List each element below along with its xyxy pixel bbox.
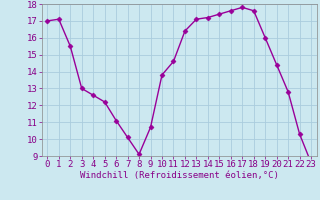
X-axis label: Windchill (Refroidissement éolien,°C): Windchill (Refroidissement éolien,°C) [80, 171, 279, 180]
